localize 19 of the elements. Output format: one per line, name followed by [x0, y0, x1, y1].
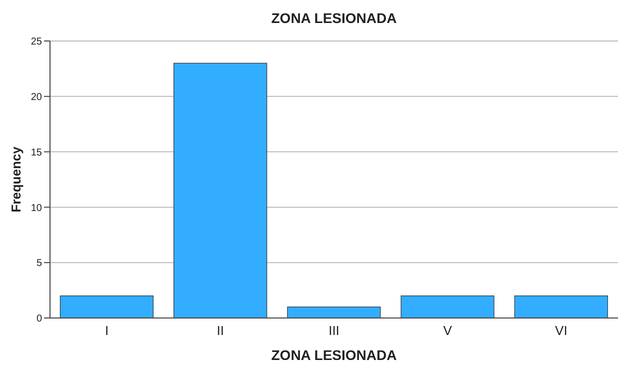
chart-title: ZONA LESIONADA	[270, 10, 398, 26]
y-tick-label: 20	[30, 92, 42, 103]
bar	[514, 296, 608, 318]
bar	[400, 296, 494, 318]
x-axis-title: ZONA LESIONADA	[271, 347, 397, 363]
y-axis-title: Frequency	[8, 146, 24, 212]
x-tick-label: V	[443, 323, 452, 338]
y-tick-label: 10	[30, 202, 42, 214]
y-tick-label: 0	[36, 314, 42, 325]
y-tick-label: 25	[30, 36, 42, 48]
x-tick-label: VI	[555, 323, 568, 338]
x-tick-label: III	[328, 323, 340, 338]
bar	[287, 306, 381, 318]
y-tick-label: 5	[36, 258, 42, 270]
x-tick-label: II	[216, 323, 224, 338]
bar	[60, 296, 154, 318]
y-tick-label: 15	[30, 147, 42, 158]
x-tick-label: I	[104, 323, 109, 338]
bar	[174, 62, 268, 318]
